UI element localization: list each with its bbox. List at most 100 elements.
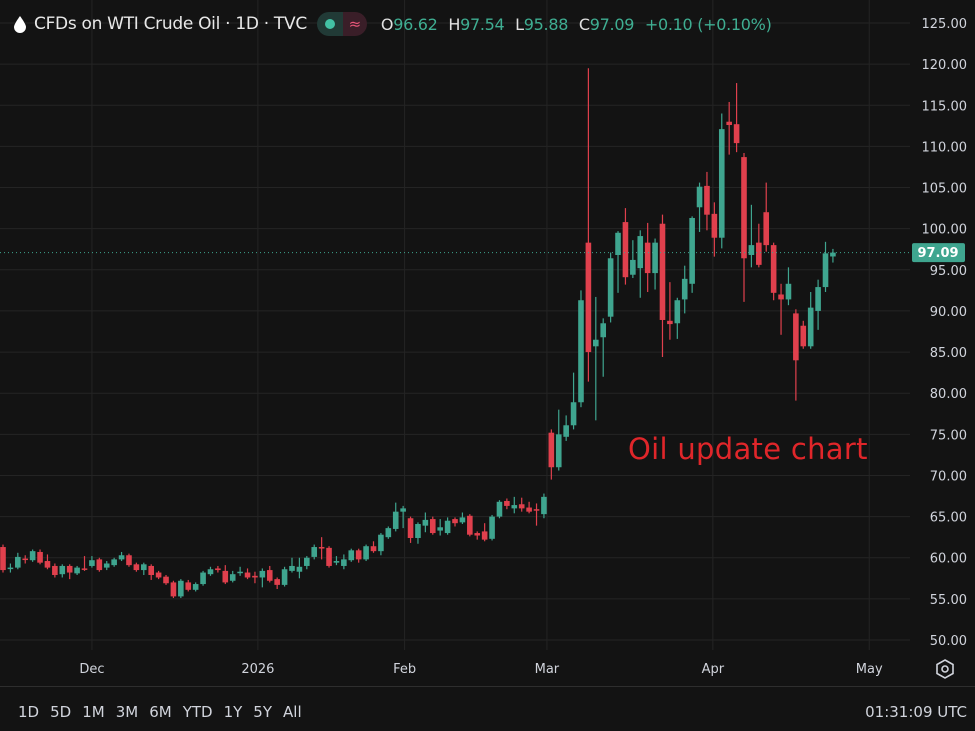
candle-up [341,554,347,570]
candle-down [170,580,177,599]
candle-body [615,232,621,255]
candle-down [133,562,140,572]
candle-body [830,252,836,257]
market-open-dot-icon [316,12,343,36]
candle-down [215,565,221,573]
range-1m[interactable]: 1M [82,703,105,721]
candle-up [229,570,236,583]
candle-body [689,217,695,284]
candle-up [333,556,340,566]
candle-body [370,546,377,552]
candle-down [467,514,473,537]
candle-body [126,555,132,566]
candle-body [274,579,280,585]
annotation-text[interactable]: Oil update chart [628,432,868,466]
candle-body [704,185,710,215]
candle-body [526,507,532,512]
candle-body [140,564,147,571]
candle-body [155,572,162,578]
candle-down [81,556,88,571]
candle-up [74,565,80,576]
range-5d[interactable]: 5D [50,703,72,721]
range-1y[interactable]: 1Y [223,703,243,721]
candle-down [370,541,377,553]
candle-down [793,309,799,401]
candle-body [763,212,770,246]
price-axis[interactable]: 50.00 55.00 60.00 65.00 70.00 75.00 80.00 85.00… [922,17,968,649]
range-5y[interactable]: 5Y [253,703,273,721]
candle-body [793,313,799,361]
candle-up [489,514,495,541]
candle-down [52,563,58,578]
candle-body [59,565,66,575]
price-chart[interactable]: 50.00 55.00 60.00 65.00 70.00 75.00 80.00 85.00… [0,0,975,686]
y-tick-label: 110.00 [922,140,968,155]
candle-up [15,552,21,570]
candle-body [726,121,732,126]
candle-down [800,320,807,349]
candle-up [652,238,658,290]
candle-body [511,505,518,509]
candle-up [748,204,755,268]
candle-body [392,511,399,529]
x-tick-label: Mar [535,662,560,677]
candle-up [348,548,355,562]
range-all[interactable]: All [283,703,302,721]
y-tick-label: 85.00 [930,346,967,361]
range-ytd[interactable]: YTD [182,703,213,721]
candle-up [304,556,310,570]
candle-up [718,113,725,249]
candle-down [126,553,132,567]
close-value: 97.09 [589,14,635,34]
candle-body [385,528,392,538]
candle-up [830,248,836,263]
candle-up [7,563,14,573]
low-value: 95.88 [523,14,569,34]
candle-down [326,546,332,568]
x-tick-label: Apr [702,662,725,677]
range-1d[interactable]: 1D [18,703,40,721]
candle-body [296,566,303,572]
time-axis[interactable]: Dec 2026 Feb Mar Apr May [79,662,883,677]
candle-down [22,555,29,564]
candle-up [637,230,644,298]
candle-up [237,566,243,576]
candle-body [652,242,658,274]
settings-icon[interactable] [935,659,955,679]
candle-body [644,242,651,274]
candle-down [244,568,251,580]
candle-down [533,503,540,526]
symbol-title[interactable]: CFDs on WTI Crude Oil · 1D · TVC [34,14,307,34]
candle-down [726,101,732,155]
candle-up [615,231,621,293]
candle-body [185,582,192,590]
candle-body [52,565,58,576]
candle-up [140,562,147,576]
candle-body [785,283,792,300]
candle-body [548,432,555,468]
candle-body [304,557,310,566]
candle-body [496,501,503,517]
candle-body [415,524,421,538]
candle-up [289,557,295,573]
high-value: 97.54 [460,14,505,34]
candle-body [674,300,681,324]
candle-body [630,259,636,275]
utc-clock[interactable]: 01:31:09 UTC [865,703,967,721]
candle-body [378,534,384,552]
candle-down [481,523,488,542]
candle-body [200,572,206,585]
status-badge[interactable]: ≈ [316,12,367,36]
range-3m[interactable]: 3M [115,703,139,721]
candle-down [756,223,762,268]
open-value: 96.62 [393,14,438,34]
candle-up [600,318,607,377]
candle-body [467,515,473,535]
candle-body [207,569,214,575]
candle-body [311,547,318,557]
candle-body [822,253,829,288]
candle-up [459,512,466,525]
candle-body [770,245,777,293]
y-tick-label: 120.00 [922,58,968,73]
range-6m[interactable]: 6M [149,703,172,721]
